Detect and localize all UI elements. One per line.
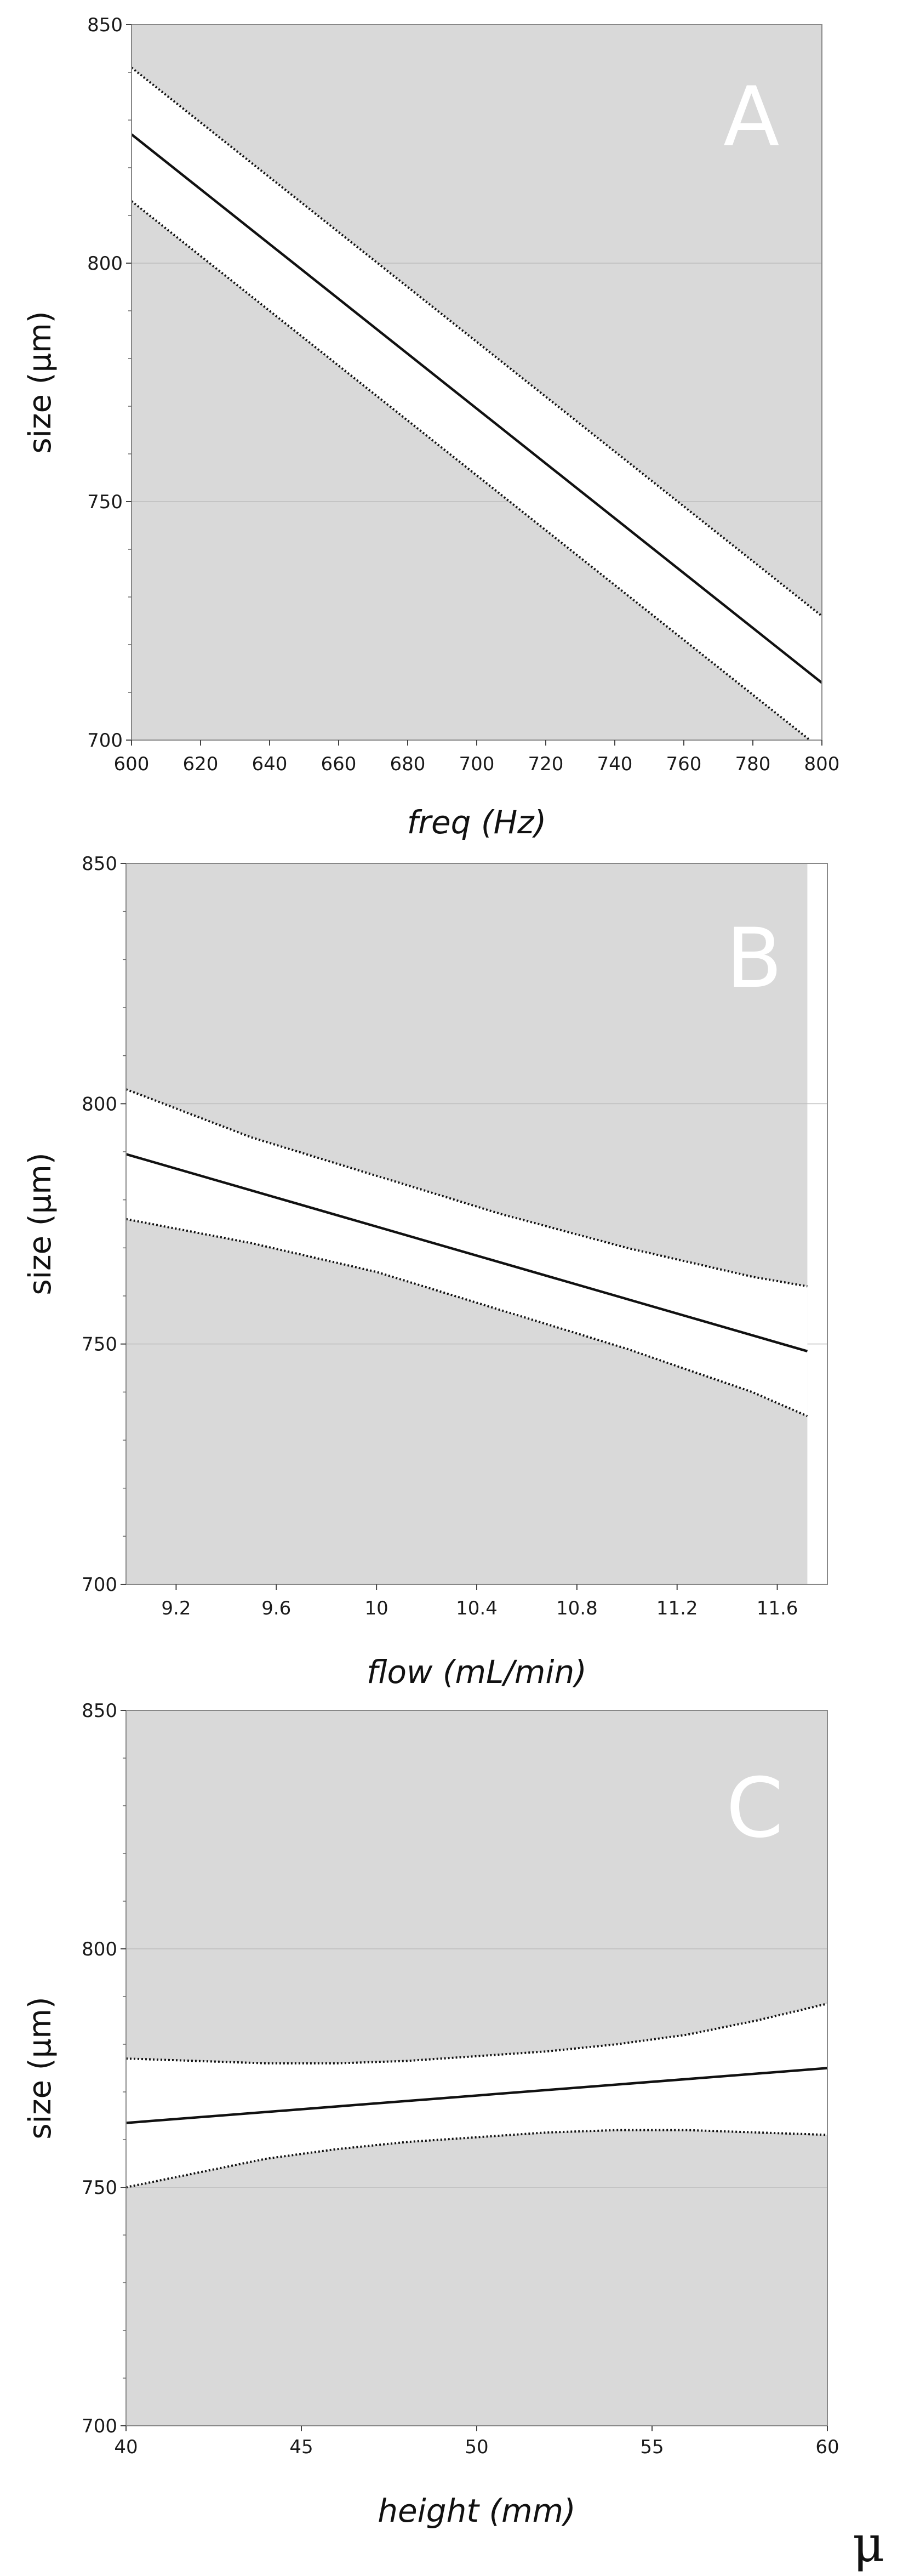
x-tick-label: 50 — [465, 2436, 488, 2458]
panel-a: 700 750 800 850 600 620 640 660 680 700 720 740 760 7… — [22, 14, 839, 841]
y-tick-label: 850 — [82, 853, 117, 875]
series-line-upper-bound-a — [132, 66, 822, 617]
series-line-upper-bound-b — [126, 1088, 808, 1288]
y-tick-label: 800 — [87, 253, 123, 275]
y-tick-label: 750 — [87, 491, 123, 513]
y-tick-label: 750 — [82, 2177, 117, 2199]
panel-letter-c: C — [726, 1761, 784, 1856]
y-tick-label: 800 — [82, 1938, 117, 1960]
y-tick-label: 700 — [87, 730, 123, 752]
x-tick-label: 11.2 — [656, 1597, 698, 1619]
y-axis-label-c: size (μm) — [22, 1997, 58, 2139]
panel-b: 700 750 800 850 9.2 9.6 10 10.4 10.8 11.2 11.6 flow… — [22, 853, 828, 1691]
x-axis-label-c: height (mm) — [378, 2492, 576, 2529]
x-tick-label: 740 — [597, 753, 633, 775]
panel-c: 700 750 800 850 40 45 50 55 60 height (mm) size (μ… — [22, 1700, 839, 2529]
series-line-fit-c — [126, 2067, 827, 2124]
x-tick-label: 10.8 — [556, 1597, 598, 1619]
x-axis-label-a: freq (Hz) — [407, 804, 547, 841]
x-tick-label: 40 — [114, 2436, 138, 2458]
y-tick-label: 800 — [82, 1093, 117, 1115]
y-axis-label-a: size (μm) — [22, 311, 58, 453]
x-tick-label: 60 — [815, 2436, 839, 2458]
x-tick-label: 760 — [666, 753, 702, 775]
series-line-fit-b — [126, 1153, 808, 1352]
x-tick-label: 680 — [390, 753, 426, 775]
series-line-fit-a — [132, 133, 822, 684]
x-tick-label: 700 — [459, 753, 495, 775]
x-tick-label: 620 — [183, 753, 219, 775]
x-tick-label: 800 — [804, 753, 840, 775]
x-tick-label: 660 — [321, 753, 357, 775]
series-line-lower-bound-b — [126, 1218, 808, 1418]
x-tick-label: 9.2 — [161, 1597, 191, 1619]
x-tick-label: 640 — [252, 753, 288, 775]
x-tick-label: 11.6 — [757, 1597, 798, 1619]
x-tick-label: 600 — [114, 753, 150, 775]
x-tick-label: 10.4 — [456, 1597, 498, 1619]
corner-mu-symbol: μ — [853, 2516, 885, 2573]
confidence-band-a — [132, 67, 822, 740]
series-line-lower-bound-a — [132, 200, 812, 740]
x-tick-label: 45 — [289, 2436, 313, 2458]
x-tick-label: 10 — [365, 1597, 388, 1619]
panel-letter-a: A — [723, 70, 780, 165]
y-tick-label: 850 — [87, 14, 123, 36]
x-tick-label: 780 — [735, 753, 771, 775]
x-axis-label-b: flow (mL/min) — [367, 1653, 587, 1691]
x-tick-label: 720 — [528, 753, 564, 775]
x-tick-label: 9.6 — [261, 1597, 291, 1619]
y-axis-label-b: size (μm) — [22, 1152, 58, 1295]
x-tick-label: 55 — [640, 2436, 664, 2458]
y-tick-label: 700 — [82, 1574, 117, 1596]
series-line-lower-bound-c — [126, 2129, 827, 2188]
y-tick-label: 700 — [82, 2415, 117, 2437]
y-tick-label: 750 — [82, 1334, 117, 1356]
panel-letter-b: B — [726, 911, 782, 1006]
y-tick-label: 850 — [82, 1700, 117, 1722]
